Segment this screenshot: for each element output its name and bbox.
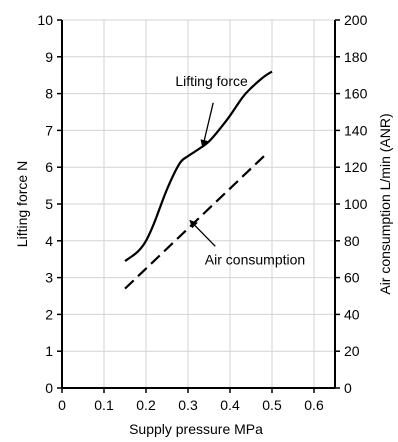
y-left-tick-label: 8 [45, 86, 53, 102]
y-right-tick-label: 160 [344, 86, 368, 102]
x-tick-label: 0.3 [178, 397, 198, 413]
annotations: Lifting force Air consumption [175, 73, 305, 267]
annotation-arrow-2 [189, 219, 216, 247]
y-left-tick-label: 1 [45, 343, 53, 359]
x-tick-label: 0.6 [304, 397, 324, 413]
y-right-tick-label: 120 [344, 159, 368, 175]
series-line-1 [124, 70, 273, 262]
y-left-tick-label: 3 [45, 270, 53, 286]
annotation-label-1: Lifting force [175, 73, 248, 89]
y-left-tick-label: 10 [37, 12, 53, 28]
x-tick-label: 0.2 [136, 397, 156, 413]
y-right-tick-label: 0 [344, 380, 352, 396]
y-left-tick-label: 2 [45, 306, 53, 322]
y-axis-right-label: Air consumption L/min (ANR) [377, 113, 393, 294]
y-right-tick-label: 80 [344, 233, 360, 249]
y-right-tick-label: 200 [344, 12, 368, 28]
x-tick-label: 0.1 [94, 397, 114, 413]
y-left-tick-label: 9 [45, 49, 53, 65]
y-left-tick-label: 6 [45, 159, 53, 175]
x-tick-label: 0.4 [220, 397, 240, 413]
axes: 0 0.1 0.2 0.3 0.4 0.5 0.6012345678910020406080… [37, 12, 367, 413]
y-right-tick-label: 140 [344, 122, 368, 138]
annotation-label-2: Air consumption [205, 252, 305, 268]
x-tick-label: 0.5 [262, 397, 282, 413]
y-right-tick-label: 40 [344, 306, 360, 322]
gridlines [61, 19, 335, 389]
y-right-tick-label: 60 [344, 270, 360, 286]
y-right-tick-label: 180 [344, 49, 368, 65]
y-right-tick-label: 100 [344, 196, 368, 212]
x-axis-label: Supply pressure MPa [129, 421, 263, 437]
y-left-tick-label: 4 [45, 233, 53, 249]
axis-labels: Supply pressure MPa Lifting force N Air … [14, 113, 393, 437]
annotation-arrow-1 [200, 102, 214, 148]
y-right-tick-label: 20 [344, 343, 360, 359]
y-axis-left-label: Lifting force N [14, 161, 30, 247]
x-tick-label: 0 [58, 397, 66, 413]
y-left-tick-label: 5 [45, 196, 53, 212]
y-left-tick-label: 0 [45, 380, 53, 396]
y-left-tick-label: 7 [45, 122, 53, 138]
